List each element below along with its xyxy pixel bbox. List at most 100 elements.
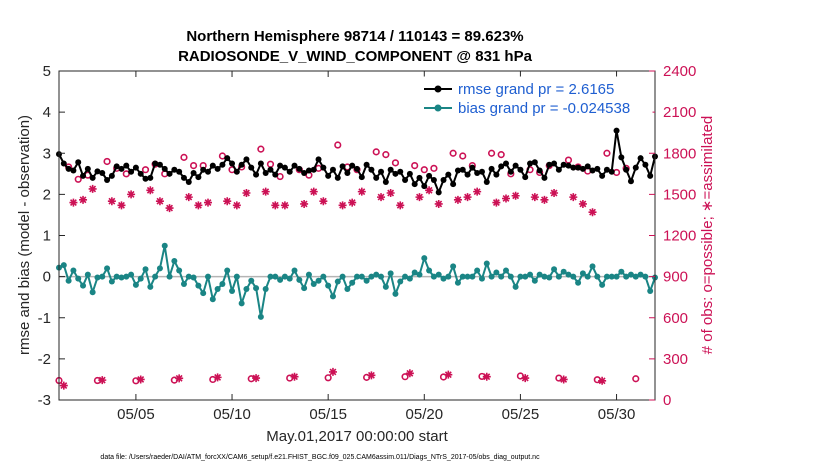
- rmse-point: [493, 171, 500, 178]
- bias-point: [478, 275, 485, 282]
- bias-point: [128, 271, 135, 278]
- bias-point: [406, 275, 413, 282]
- bias-point: [320, 273, 327, 280]
- obs-assimilated-point: [502, 194, 510, 203]
- bias-point: [209, 296, 216, 303]
- bias-point: [575, 279, 582, 286]
- y-axis-label-left: rmse and bias (model - observation): [16, 115, 33, 355]
- rmse-point: [445, 171, 452, 178]
- obs-assimilated-point: [540, 195, 549, 204]
- rmse-point: [104, 176, 111, 183]
- bias-point: [512, 283, 519, 290]
- obs-assimilated-point: [271, 201, 280, 210]
- rmse-point: [608, 168, 615, 175]
- obs-assimilated-point: [492, 198, 501, 207]
- bias-point: [459, 273, 466, 280]
- bias-point: [411, 269, 418, 276]
- obs-possible-point: [141, 166, 150, 174]
- rmse-point: [560, 161, 567, 168]
- y-tick-label-right: 1200: [663, 228, 696, 245]
- rmse-series: [56, 127, 658, 196]
- rmse-point: [257, 160, 264, 167]
- bias-series: [56, 242, 658, 320]
- bias-point: [637, 271, 644, 278]
- rmse-point: [233, 168, 240, 175]
- rmse-point: [310, 166, 317, 173]
- obs-assimilated-point: [367, 371, 376, 380]
- bias-point: [498, 273, 505, 280]
- rmse-point: [527, 160, 534, 167]
- y-tick-label-left: 1: [43, 228, 51, 245]
- x-tick-label: 05/10: [213, 406, 251, 423]
- legend-bias-marker: [434, 104, 442, 112]
- bias-point: [65, 277, 72, 284]
- obs-possible-point: [632, 375, 640, 383]
- bias-point: [503, 267, 509, 274]
- obs-possible-point: [372, 148, 380, 156]
- obs-possible-point: [487, 149, 496, 157]
- obs-assimilated-point: [88, 184, 97, 193]
- y-tick-label-right: 600: [663, 310, 688, 327]
- obs-assimilated-point: [175, 374, 184, 383]
- x-tick-label: 05/25: [502, 406, 540, 423]
- legend: rmse grand pr = 2.6165 bias grand pr = -…: [419, 76, 653, 122]
- rmse-point: [637, 155, 644, 162]
- rmse-point: [623, 166, 630, 173]
- obs-assimilated-point: [232, 201, 241, 210]
- bias-point: [132, 281, 139, 288]
- bias-point: [296, 276, 303, 283]
- bias-point: [623, 273, 630, 280]
- bias-point: [161, 242, 168, 249]
- bias-point: [80, 282, 87, 289]
- obs-assimilated-point: [117, 201, 126, 210]
- bias-point: [560, 268, 567, 275]
- obs-possible-point: [257, 145, 265, 153]
- rmse-point: [349, 162, 356, 169]
- rmse-point: [363, 161, 370, 168]
- bias-point: [354, 273, 360, 280]
- rmse-point: [546, 161, 553, 168]
- bias-point: [483, 260, 490, 267]
- obs-assimilated-point: [290, 372, 299, 381]
- bias-point: [277, 276, 284, 283]
- rmse-point: [498, 163, 505, 170]
- y-tick-label-right: 300: [663, 351, 688, 368]
- rmse-point: [618, 154, 625, 161]
- bias-point: [224, 267, 231, 274]
- bias-point: [344, 285, 351, 292]
- rmse-point: [488, 165, 495, 172]
- bias-point: [281, 273, 288, 280]
- rmse-point: [166, 170, 173, 177]
- rmse-point: [627, 178, 634, 185]
- obs-assimilated-point: [184, 193, 193, 202]
- bias-point: [613, 273, 620, 280]
- bias-point: [185, 273, 192, 280]
- y-tick-label-left: -3: [38, 392, 51, 409]
- bias-point: [305, 271, 312, 278]
- bias-point: [599, 281, 606, 288]
- bias-point: [517, 273, 524, 280]
- obs-assimilated-point: [127, 190, 136, 199]
- bias-point: [257, 313, 264, 320]
- bias-point: [349, 279, 356, 286]
- bias-point: [123, 273, 130, 280]
- x-tick-label: 05/05: [117, 406, 155, 423]
- x-axis: 05/05 05/10 05/15 05/20 05/25 05/30: [117, 71, 635, 423]
- rmse-point: [503, 160, 509, 167]
- obs-possible-point: [401, 373, 409, 381]
- rmse-point: [570, 164, 577, 171]
- obs-possible-point: [334, 141, 342, 149]
- obs-possible-point: [603, 149, 611, 157]
- obs-assimilated-point: [136, 375, 145, 384]
- obs-assimilated-point: [415, 193, 424, 202]
- rmse-point: [70, 167, 77, 174]
- obs-assimilated-point: [309, 187, 318, 196]
- rmse-point: [551, 160, 558, 167]
- rmse-point: [454, 167, 461, 174]
- rmse-point: [84, 165, 91, 172]
- obs-assimilated-point: [300, 199, 309, 208]
- bias-point: [233, 273, 240, 280]
- chart-title-line1: Northern Hemisphere 98714 / 110143 = 89.…: [186, 28, 523, 45]
- bias-point: [546, 274, 553, 281]
